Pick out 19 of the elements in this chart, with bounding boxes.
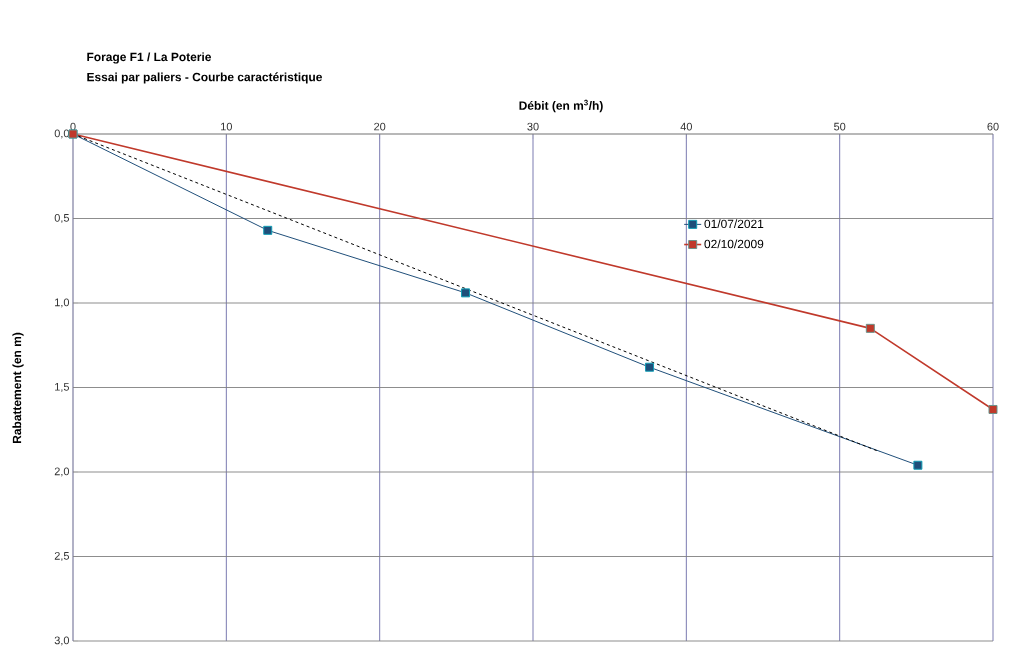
y-tick-label: 1,0: [55, 298, 70, 308]
y-tick-label: 2,0: [54, 467, 70, 477]
x-tick-label: 50: [834, 122, 846, 131]
x-tick-label: 30: [527, 122, 539, 131]
y-tick-label: 2,5: [54, 551, 70, 562]
legend-label: 01/07/2021: [704, 219, 764, 229]
y-tick-label: 1,5: [55, 383, 70, 392]
x-tick-label: 0: [70, 122, 76, 131]
x-axis-title: Débit (en m$^{3}$/h): [519, 99, 603, 113]
legend-label: 02/10/2009: [704, 239, 764, 249]
x-tick-label: 20: [374, 122, 386, 131]
y-axis-title: Rabattement (en m): [12, 332, 24, 443]
chart-subtitle: Essai par paliers - Courbe caractéristique: [87, 72, 322, 84]
y-tick-label: 3,0: [54, 636, 70, 646]
y-tick-label: 0,5: [54, 213, 70, 224]
x-tick-label: 10: [221, 122, 232, 131]
chart-title: Forage F1 / La Poterie: [87, 52, 211, 64]
x-tick-label: 40: [680, 122, 692, 131]
x-tick-label: 60: [987, 122, 999, 131]
